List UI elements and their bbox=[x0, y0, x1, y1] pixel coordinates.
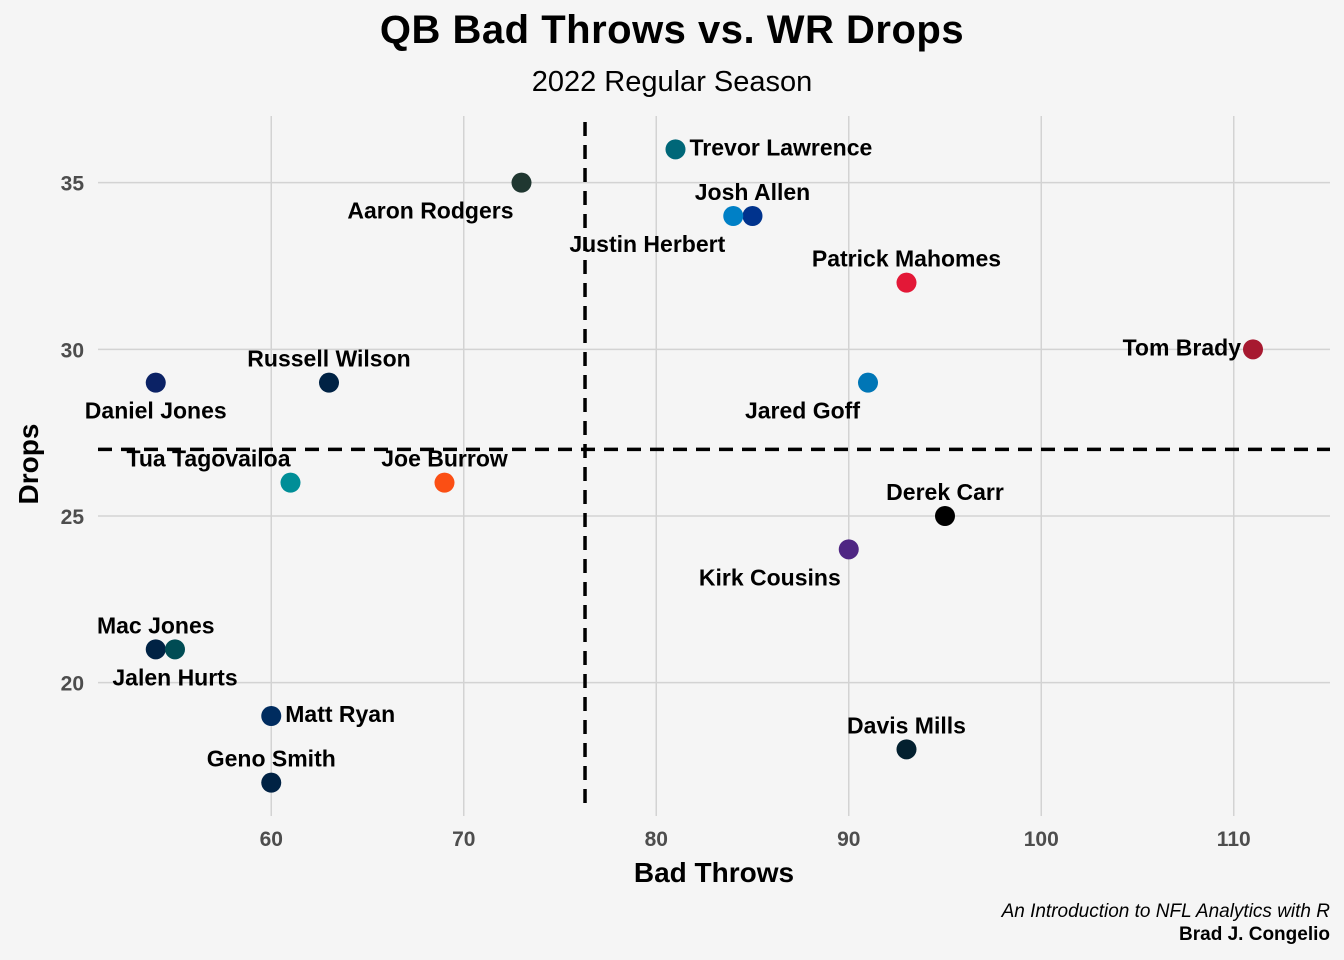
x-tick-label: 80 bbox=[645, 828, 668, 851]
data-points bbox=[145, 139, 1263, 793]
x-tick-label: 110 bbox=[1217, 828, 1251, 851]
data-point bbox=[665, 139, 686, 160]
y-tick-label: 35 bbox=[61, 173, 85, 196]
data-point bbox=[165, 639, 185, 660]
point-label: Matt Ryan bbox=[285, 701, 395, 727]
point-label: Tua Tagovailoa bbox=[126, 446, 290, 472]
data-point bbox=[261, 706, 282, 726]
point-label: Mac Jones bbox=[97, 612, 215, 638]
point-label: Derek Carr bbox=[886, 479, 1004, 505]
data-point bbox=[935, 506, 955, 526]
point-label: Joe Burrow bbox=[381, 446, 508, 472]
data-point bbox=[858, 372, 878, 393]
axis-ticks: 60 70 80 90 100 110 20 25 30 35 bbox=[61, 173, 1251, 851]
point-labels: Trevor Lawrence Aaron Rodgers Josh Allen Ju… bbox=[85, 134, 1241, 771]
data-point bbox=[280, 472, 301, 493]
data-point bbox=[723, 206, 744, 226]
grid bbox=[98, 116, 1330, 816]
data-point bbox=[511, 172, 532, 193]
point-label: Jared Goff bbox=[745, 398, 860, 424]
data-point bbox=[145, 639, 166, 660]
reference-lines bbox=[98, 122, 1330, 812]
point-label: Daniel Jones bbox=[85, 398, 227, 424]
data-point bbox=[319, 372, 339, 393]
data-point bbox=[261, 772, 282, 793]
caption-source: An Introduction to NFL Analytics with R bbox=[1001, 901, 1330, 922]
point-label: Davis Mills bbox=[847, 712, 966, 738]
x-axis-title: Bad Throws bbox=[634, 857, 794, 888]
data-point bbox=[896, 739, 917, 760]
data-point bbox=[838, 539, 859, 560]
data-point bbox=[434, 472, 455, 493]
point-label: Russell Wilson bbox=[247, 346, 410, 372]
y-tick-label: 25 bbox=[61, 506, 85, 529]
data-point bbox=[742, 206, 763, 226]
x-tick-label: 100 bbox=[1024, 828, 1059, 851]
point-label: Jalen Hurts bbox=[112, 664, 237, 690]
point-label: Tom Brady bbox=[1123, 334, 1242, 360]
point-label: Patrick Mahomes bbox=[812, 246, 1001, 272]
point-label: Josh Allen bbox=[695, 179, 810, 205]
point-label: Kirk Cousins bbox=[699, 564, 841, 590]
point-label: Aaron Rodgers bbox=[347, 198, 513, 224]
point-label: Justin Herbert bbox=[569, 231, 725, 257]
chart-title: QB Bad Throws vs. WR Drops bbox=[379, 8, 965, 52]
data-point bbox=[896, 272, 917, 293]
data-point bbox=[145, 372, 166, 393]
chart-subtitle: 2022 Regular Season bbox=[531, 66, 813, 98]
y-tick-label: 30 bbox=[61, 339, 84, 362]
x-tick-label: 90 bbox=[837, 828, 860, 851]
y-tick-label: 20 bbox=[61, 673, 84, 696]
point-label: Geno Smith bbox=[207, 746, 336, 772]
data-point bbox=[1243, 339, 1263, 360]
y-axis-title: Drops bbox=[13, 424, 44, 505]
x-tick-label: 70 bbox=[452, 828, 475, 851]
point-label: Trevor Lawrence bbox=[690, 134, 873, 160]
x-tick-label: 60 bbox=[260, 828, 283, 851]
caption-author: Brad J. Congelio bbox=[1179, 924, 1330, 945]
